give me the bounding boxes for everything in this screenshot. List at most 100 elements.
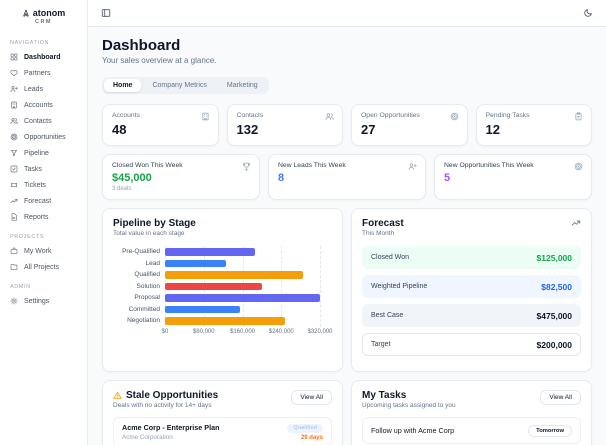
building-icon (10, 101, 18, 109)
sidebar-item-opportunities[interactable]: Opportunities (0, 129, 87, 145)
chart-x-tick: $240,000 (268, 328, 294, 335)
file-text-icon (10, 213, 18, 221)
forecast-row-label: Best Case (371, 312, 404, 319)
sidebar-item-forecast[interactable]: Forecast (0, 193, 87, 209)
sidebar-item-all-projects[interactable]: All Projects (0, 259, 87, 275)
pipeline-chart-subtitle: Total value in each stage (113, 230, 185, 237)
trophy-icon (242, 162, 251, 171)
topbar (88, 0, 606, 27)
chart-gridline (281, 246, 283, 327)
page-subtitle: Your sales overview at a glance. (102, 56, 217, 65)
chart-category-label: Pre-Qualified (122, 248, 160, 256)
sidebar-item-partners[interactable]: Partners (0, 65, 87, 81)
stat-value: 8 (278, 172, 285, 184)
stale-view-all-button[interactable]: View All (291, 390, 332, 405)
chart-bar-row (165, 269, 320, 281)
dashboard-content: Dashboard Your sales overview at a glanc… (88, 27, 606, 445)
forecast-row-value: $125,000 (536, 252, 572, 263)
sidebar-item-reports[interactable]: Reports (0, 209, 87, 225)
chart-bar-row (165, 258, 320, 270)
kpi-card-pending-tasks: Pending Tasks 12 (475, 104, 592, 146)
stale-subtitle: Deals with no activity for 14+ days (113, 402, 212, 409)
chart-category-label: Negotiation (127, 317, 160, 325)
chart-bar-row (165, 315, 320, 327)
kpi-value: 132 (236, 122, 259, 137)
chart-bar-row (165, 304, 320, 316)
stage-badge: Qualified (287, 423, 323, 433)
tab-home[interactable]: Home (104, 79, 142, 92)
grid-icon (10, 53, 18, 61)
sidebar-nav: Navigation Dashboard Partners Leads Accounts… (0, 31, 87, 309)
stat-card-closed-won-this-week: Closed Won This Week $45,000 3 deals (102, 154, 260, 200)
trend-up-icon (10, 197, 18, 205)
task-title: Follow up with Acme Corp (371, 426, 455, 435)
sidebar-item-settings[interactable]: Settings (0, 293, 87, 309)
chart-category-label: Committed (128, 305, 160, 313)
stat-label: Closed Won This Week (112, 162, 183, 169)
ticket-icon (10, 181, 18, 189)
target-icon (574, 162, 583, 171)
page-title: Dashboard (102, 37, 181, 54)
main-area: Dashboard Your sales overview at a glanc… (88, 0, 606, 445)
task-due-badge: Tomorrow (528, 424, 572, 437)
chart-bar-row (165, 292, 320, 304)
theme-toggle-button[interactable] (580, 5, 596, 21)
sidebar-item-label: Leads (24, 85, 44, 93)
sidebar-item-label: Dashboard (24, 53, 61, 61)
sidebar-item-leads[interactable]: Leads (0, 81, 87, 97)
heart-icon (10, 69, 18, 77)
tasks-view-all-button[interactable]: View All (540, 390, 581, 405)
stale-opportunities-card: Stale Opportunities Deals with no activi… (102, 380, 343, 445)
sidebar-item-tasks[interactable]: Tasks (0, 161, 87, 177)
sidebar-item-tickets[interactable]: Tickets (0, 177, 87, 193)
sidebar-item-label: All Projects (24, 263, 60, 271)
sidebar-item-my-work[interactable]: My Work (0, 243, 87, 259)
sidebar-item-dashboard[interactable]: Dashboard (0, 49, 87, 65)
chart-category-label: Solution (136, 282, 161, 290)
kpi-label: Accounts (112, 112, 140, 119)
forecast-row-closed-won: Closed Won $125,000 (362, 246, 581, 269)
forecast-subtitle: This Month (362, 230, 395, 237)
stat-card-new-leads-this-week: New Leads This Week 8 (268, 154, 426, 200)
sidebar-toggle-button[interactable] (98, 5, 114, 21)
target-icon (10, 133, 18, 141)
sidebar-item-contacts[interactable]: Contacts (0, 113, 87, 129)
my-tasks-card: My Tasks Upcoming tasks assigned to you … (351, 380, 592, 445)
chart-bar-row (165, 246, 320, 258)
kpi-label: Open Opportunities (361, 112, 420, 119)
brand[interactable]: atonom CRM (0, 0, 87, 31)
task-item[interactable]: Follow up with Acme Corp Tomorrow (362, 417, 581, 444)
user-plus-icon (408, 162, 417, 171)
stale-opportunity-item[interactable]: Acme Corp - Enterprise Plan Acme Corporat… (113, 417, 332, 445)
forecast-row-value: $82,500 (541, 281, 572, 292)
chart-x-tick: $80,000 (192, 328, 215, 335)
sidebar-item-label: Reports (24, 213, 49, 221)
kpi-card-accounts: Accounts 48 (102, 104, 219, 146)
chart-category-label: Lead (145, 259, 160, 267)
pipeline-chart-title: Pipeline by Stage (113, 218, 196, 229)
kpi-label: Contacts (236, 112, 264, 119)
tab-company-metrics[interactable]: Company Metrics (143, 79, 215, 92)
chart-x-tick: $160,000 (229, 328, 256, 335)
stale-opportunity-list: Acme Corp - Enterprise Plan Acme Corporat… (113, 417, 332, 445)
sidebar-item-label: Pipeline (24, 149, 49, 157)
warning-icon (113, 391, 122, 400)
sidebar-section-label-navigation: Navigation (10, 40, 50, 46)
sidebar-item-accounts[interactable]: Accounts (0, 97, 87, 113)
tab-marketing[interactable]: Marketing (218, 79, 267, 92)
forecast-row-value: $475,000 (536, 310, 572, 321)
chart-bar-lead (165, 259, 226, 267)
weekly-stats-row: Closed Won This Week $45,000 3 deals New Le… (102, 154, 592, 200)
stat-label: New Opportunities This Week (444, 162, 534, 169)
sidebar-item-label: Forecast (24, 197, 52, 205)
forecast-row-label: Closed Won (371, 254, 410, 261)
bottom-row: Stale Opportunities Deals with no activi… (102, 380, 592, 445)
sidebar-item-label: Opportunities (24, 133, 66, 141)
kpi-label: Pending Tasks (485, 112, 530, 119)
users-icon (10, 117, 18, 125)
sidebar-item-pipeline[interactable]: Pipeline (0, 145, 87, 161)
gear-icon (10, 297, 18, 305)
kpi-value: 48 (112, 122, 127, 137)
forecast-row-target: Target $200,000 (362, 333, 581, 356)
